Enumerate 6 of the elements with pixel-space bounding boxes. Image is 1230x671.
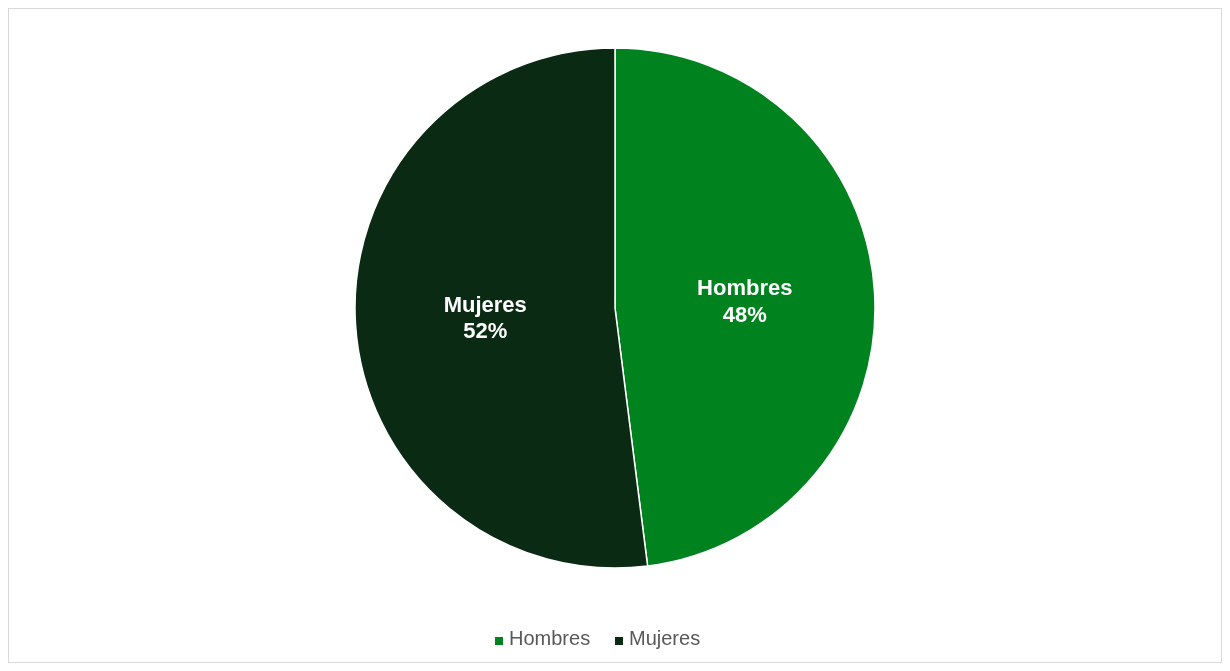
data-label: 48% <box>722 301 767 327</box>
legend-label: Hombres <box>509 627 591 649</box>
data-label: 52% <box>463 318 508 344</box>
legend-label: Mujeres <box>629 627 701 649</box>
slice-label: Hombres <box>697 275 793 301</box>
slice-label: Mujeres <box>443 291 527 317</box>
